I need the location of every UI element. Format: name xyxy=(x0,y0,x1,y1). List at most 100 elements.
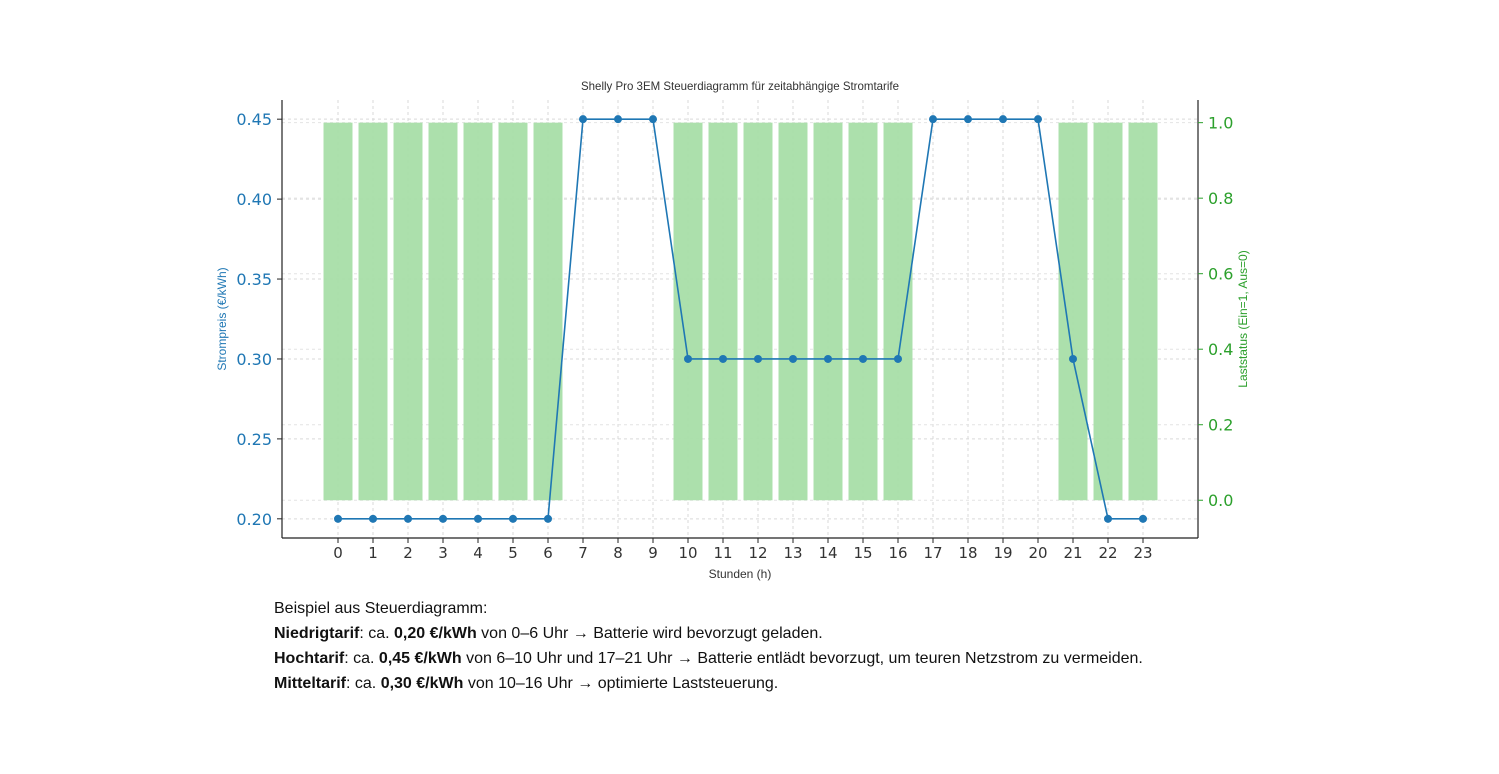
load-bar xyxy=(428,122,458,501)
y-tick-label-right: 1.0 xyxy=(1208,114,1233,133)
x-tick-label: 22 xyxy=(1098,544,1117,562)
note-price: 0,20 €/kWh xyxy=(394,625,477,642)
y-axis-left-label: Strompreis (€/kWh) xyxy=(215,267,229,370)
note-label: Hochtarif xyxy=(274,650,345,667)
price-point xyxy=(999,115,1007,124)
load-bar xyxy=(533,122,563,501)
y-tick-label-right: 0.8 xyxy=(1208,189,1233,208)
x-tick-label: 3 xyxy=(438,544,448,562)
price-point xyxy=(649,115,657,124)
x-tick-label: 13 xyxy=(783,544,802,562)
price-point xyxy=(334,514,342,523)
y-axis-right-label: Laststatus (Ein=1, Aus=0) xyxy=(1236,250,1250,387)
y-tick-label-left: 0.30 xyxy=(236,350,272,369)
price-point xyxy=(369,514,377,523)
load-bars xyxy=(323,122,1158,501)
x-tick-label: 16 xyxy=(888,544,907,562)
price-point xyxy=(929,115,937,124)
x-tick-label: 15 xyxy=(853,544,872,562)
price-point xyxy=(719,354,727,363)
load-bar xyxy=(498,122,528,501)
y-tick-label-right: 0.0 xyxy=(1208,491,1233,510)
x-tick-label: 8 xyxy=(613,544,623,562)
price-point xyxy=(1034,115,1042,124)
y-tick-label-left: 0.35 xyxy=(236,270,272,289)
note-label: Mitteltarif xyxy=(274,675,346,692)
note-price: 0,45 €/kWh xyxy=(378,650,462,667)
price-point xyxy=(789,354,797,363)
chart-title: Shelly Pro 3EM Steuerdiagramm für zeitab… xyxy=(581,79,899,93)
price-series-line xyxy=(338,118,1143,520)
load-bar xyxy=(673,122,703,501)
x-tick-label: 6 xyxy=(543,544,553,562)
x-tick-label: 23 xyxy=(1133,544,1152,562)
y-tick-label-right: 0.2 xyxy=(1208,416,1233,435)
load-bar xyxy=(323,122,353,501)
load-bar xyxy=(708,122,738,501)
y-tick-label-right: 0.6 xyxy=(1208,265,1233,284)
load-bar xyxy=(393,122,423,501)
load-bar xyxy=(463,122,493,501)
x-tick-label: 18 xyxy=(958,544,977,562)
load-bar xyxy=(883,122,913,501)
price-point xyxy=(1139,514,1147,523)
x-tick-label: 14 xyxy=(818,544,837,562)
x-tick-label: 11 xyxy=(713,544,732,562)
control-chart: Shelly Pro 3EM Steuerdiagramm für zeitab… xyxy=(215,79,1250,581)
note-label: Niedrigtarif xyxy=(274,625,360,642)
x-tick-label: 20 xyxy=(1028,544,1047,562)
note-hochtarif: Hochtarif: ca. 0,45 €/kWh von 6–10 Uhr u… xyxy=(274,646,1143,671)
price-point xyxy=(1069,354,1077,363)
load-bar xyxy=(358,122,388,501)
x-tick-label: 19 xyxy=(993,544,1012,562)
x-tick-label: 9 xyxy=(648,544,658,562)
x-tick-label: 2 xyxy=(403,544,413,562)
price-point xyxy=(964,115,972,124)
notes-intro: Beispiel aus Steuerdiagramm: xyxy=(274,600,488,617)
load-bar xyxy=(743,122,773,501)
x-tick-label: 10 xyxy=(678,544,697,562)
price-point xyxy=(754,354,762,363)
load-bar xyxy=(848,122,878,501)
y-tick-label-left: 0.40 xyxy=(236,190,272,209)
price-point xyxy=(544,514,552,523)
x-tick-label: 17 xyxy=(923,544,942,562)
x-tick-label: 21 xyxy=(1063,544,1082,562)
note-mitteltarif: Mitteltarif: ca. 0,30 €/kWh von 10–16 Uh… xyxy=(274,671,1143,696)
note-text: von 10–16 Uhr → optimierte Laststeuerung… xyxy=(463,675,779,692)
y-tick-label-right: 0.4 xyxy=(1208,340,1233,359)
load-bar xyxy=(1093,122,1123,501)
note-mid: : ca. xyxy=(359,625,395,642)
x-tick-label: 0 xyxy=(333,544,343,562)
price-point xyxy=(859,354,867,363)
load-bar xyxy=(778,122,808,501)
note-mid: : ca. xyxy=(346,675,381,692)
price-point xyxy=(474,514,482,523)
axes: 0 1 2 3 4 5 6 7 8 9 10 11 12 13 14 15 16 17 18 19 20 21 22 230.… xyxy=(236,100,1233,562)
x-tick-label: 12 xyxy=(748,544,767,562)
price-point xyxy=(579,115,587,124)
x-tick-label: 4 xyxy=(473,544,483,562)
x-tick-label: 1 xyxy=(368,544,378,562)
load-bar xyxy=(1058,122,1088,501)
note-mid: : ca. xyxy=(344,650,379,667)
price-point xyxy=(1104,514,1112,523)
note-price: 0,30 €/kWh xyxy=(380,675,464,692)
note-text: von 0–6 Uhr → Batterie wird bevorzugt ge… xyxy=(476,625,823,642)
price-point xyxy=(684,354,692,363)
y-tick-label-left: 0.20 xyxy=(236,510,272,529)
price-point xyxy=(404,514,412,523)
price-line xyxy=(334,115,1147,523)
note-niedrigtarif: Niedrigtarif: ca. 0,20 €/kWh von 0–6 Uhr… xyxy=(274,621,1143,646)
x-tick-label: 5 xyxy=(508,544,518,562)
price-point xyxy=(824,354,832,363)
notes: Beispiel aus Steuerdiagramm: Niedrigtari… xyxy=(274,596,1143,696)
price-point xyxy=(614,115,622,124)
y-tick-label-left: 0.25 xyxy=(236,430,272,449)
note-text: von 6–10 Uhr und 17–21 Uhr → Batterie en… xyxy=(461,650,1143,667)
price-point xyxy=(439,514,447,523)
price-point xyxy=(509,514,517,523)
x-axis-label: Stunden (h) xyxy=(709,567,772,581)
price-point xyxy=(894,354,902,363)
load-bar xyxy=(813,122,843,501)
